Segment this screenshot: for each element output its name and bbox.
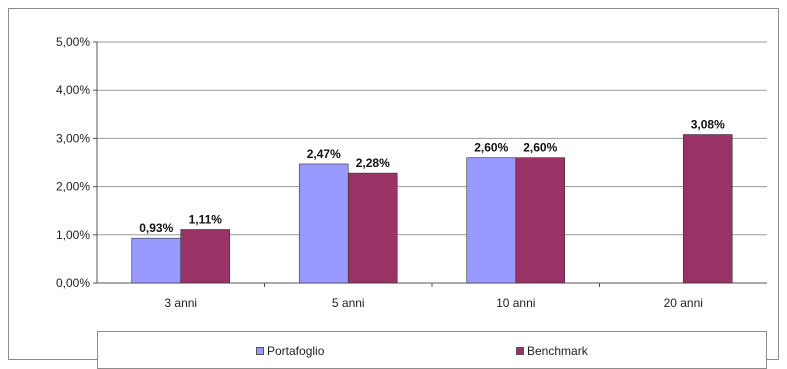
- legend-swatch-benchmark: [516, 347, 524, 355]
- x-tick-label: 5 anni: [332, 296, 365, 310]
- y-tick-label: 0,00%: [56, 276, 90, 290]
- data-label: 2,47%: [307, 147, 341, 161]
- x-tick-label: 3 anni: [164, 296, 197, 310]
- legend-label-portafoglio: Portafoglio: [267, 344, 325, 358]
- bar-portafoglio: [298, 163, 349, 284]
- legend-item-benchmark: Benchmark: [516, 344, 588, 358]
- data-label: 2,60%: [474, 141, 508, 155]
- data-label: 1,11%: [189, 212, 223, 226]
- bar-portafoglio: [466, 157, 517, 284]
- x-tick-label: 10 anni: [496, 296, 535, 310]
- y-tick-label: 2,00%: [56, 180, 90, 194]
- data-label: 2,60%: [523, 141, 557, 155]
- legend-label-benchmark: Benchmark: [527, 344, 588, 358]
- legend-swatch-portafoglio: [256, 347, 264, 355]
- legend-item-portafoglio: Portafoglio: [256, 344, 324, 358]
- bar-portafoglio: [131, 237, 182, 284]
- y-tick-label: 1,00%: [56, 228, 90, 242]
- bar-benchmark: [515, 157, 566, 284]
- legend: Portafoglio Benchmark: [97, 331, 767, 369]
- data-label: 3,08%: [691, 118, 725, 132]
- x-tick-label: 20 anni: [664, 296, 703, 310]
- bar-benchmark: [682, 134, 733, 284]
- y-tick-label: 5,00%: [56, 35, 90, 49]
- y-tick-label: 4,00%: [56, 83, 90, 97]
- data-label: 0,93%: [139, 221, 173, 235]
- bar-benchmark: [347, 172, 398, 284]
- y-tick-label: 3,00%: [56, 131, 90, 145]
- bar-benchmark: [180, 229, 231, 284]
- data-label: 2,28%: [356, 156, 390, 170]
